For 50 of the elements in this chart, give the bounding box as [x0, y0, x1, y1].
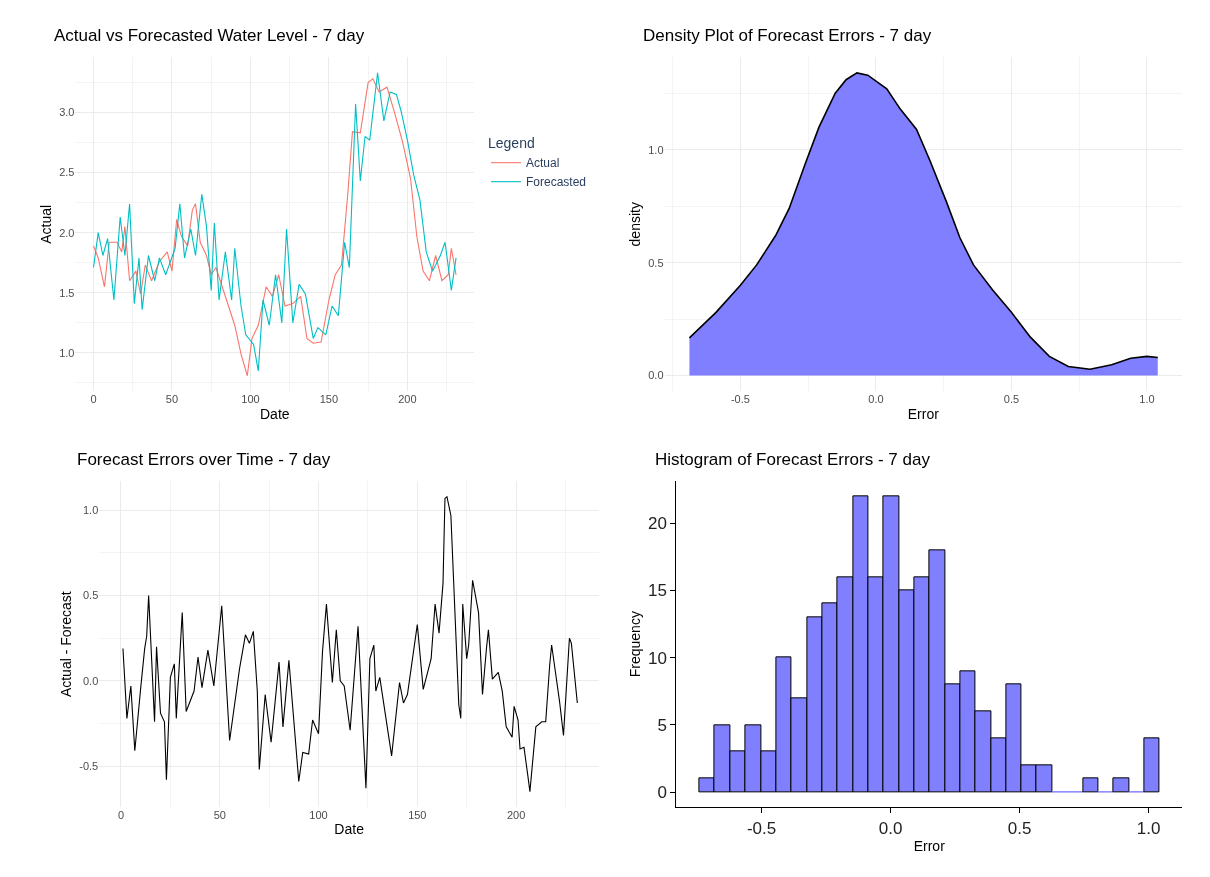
x-axis-title: Date: [259, 405, 290, 422]
chart-title: Forecast Errors over Time - 7 day: [77, 450, 331, 469]
y-tick-label: 1.5: [59, 286, 75, 299]
y-tick-label: 0.0: [82, 674, 99, 687]
y-axis-title: density: [626, 202, 643, 247]
y-tick-label: 0.0: [648, 369, 664, 382]
legend-label: Actual: [526, 156, 560, 171]
x-tick-label: -0.5: [746, 818, 777, 838]
x-tick-label: 150: [319, 393, 339, 406]
y-axis-title: Actual: [37, 204, 54, 244]
y-tick-label: 0.5: [82, 589, 99, 602]
x-tick-label: 1.0: [1139, 393, 1155, 406]
x-tick-label: 200: [506, 809, 526, 822]
x-axis-title: Error: [913, 837, 946, 854]
x-tick-label: 0.5: [1007, 818, 1032, 838]
x-tick-label: -0.5: [730, 393, 750, 406]
x-tick-label: 0.5: [1003, 393, 1020, 406]
y-tick-label: 1.0: [648, 143, 664, 156]
x-tick-label: 50: [165, 393, 179, 406]
x-axis-title: Date: [334, 821, 365, 838]
chart-title: Histogram of Forecast Errors - 7 day: [655, 450, 931, 469]
y-tick-label: 1.0: [59, 346, 75, 359]
y-tick-label: 0.5: [648, 256, 664, 269]
x-tick-label: 100: [241, 393, 260, 406]
y-tick-label: 1.0: [82, 504, 99, 517]
x-axis-title: Error: [907, 405, 940, 422]
x-tick-label: 150: [408, 809, 427, 822]
y-tick-label: -0.5: [79, 759, 99, 772]
y-tick-label: 2.5: [59, 166, 75, 179]
y-tick-label: 10: [647, 648, 667, 668]
x-tick-label: 1.0: [1136, 818, 1161, 838]
legend-title: Legend: [488, 135, 535, 152]
line-series: [122, 496, 578, 793]
y-axis-title: Actual - Forecast: [57, 591, 74, 698]
y-tick-label: 20: [647, 514, 667, 534]
y-tick-label: 5: [657, 715, 667, 735]
y-tick-label: 15: [647, 581, 667, 601]
x-tick-label: 100: [309, 809, 328, 822]
y-tick-label: 2.0: [59, 226, 75, 239]
x-tick-label: 0.0: [868, 393, 884, 406]
legend-label: Forecasted: [526, 175, 587, 190]
y-axis-title: Frequency: [626, 611, 643, 678]
chart-title: Density Plot of Forecast Errors - 7 day: [643, 26, 932, 45]
x-tick-label: 0.0: [878, 818, 903, 838]
chart-title: Actual vs Forecasted Water Level - 7 day: [54, 26, 365, 45]
x-tick-label: 200: [398, 393, 417, 406]
y-tick-label: 3.0: [59, 106, 75, 119]
x-tick-label: 0: [117, 809, 125, 822]
x-tick-label: 50: [213, 809, 226, 822]
y-tick-label: 0: [657, 783, 667, 803]
